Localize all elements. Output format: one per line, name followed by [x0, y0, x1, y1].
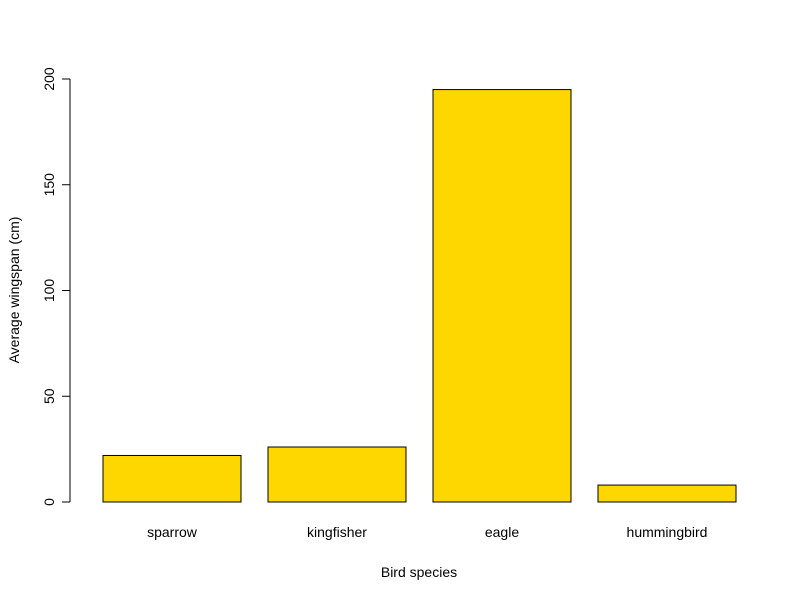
- x-tick-label-sparrow: sparrow: [147, 524, 198, 540]
- x-tick-label-kingfisher: kingfisher: [307, 524, 367, 540]
- bars-group: [102, 89, 737, 503]
- x-axis-title: Bird species: [381, 564, 457, 580]
- y-tick-label-50: 50: [41, 388, 57, 404]
- x-tick-label-eagle: eagle: [485, 524, 519, 540]
- y-tick-label-100: 100: [41, 279, 57, 303]
- bar-kingfisher: [267, 446, 407, 503]
- x-tick-labels: sparrow kingfisher eagle hummingbird: [147, 524, 707, 540]
- bar-eagle: [432, 89, 572, 503]
- x-tick-label-hummingbird: hummingbird: [627, 524, 708, 540]
- bar-hummingbird: [597, 484, 737, 503]
- y-tick-label-150: 150: [41, 173, 57, 197]
- bar-sparrow: [102, 454, 242, 503]
- y-axis: 0 50 100 150 200: [41, 67, 71, 506]
- y-axis-title: Average wingspan (cm): [6, 217, 22, 364]
- y-tick-label-200: 200: [41, 67, 57, 91]
- y-tick-label-0: 0: [41, 498, 57, 506]
